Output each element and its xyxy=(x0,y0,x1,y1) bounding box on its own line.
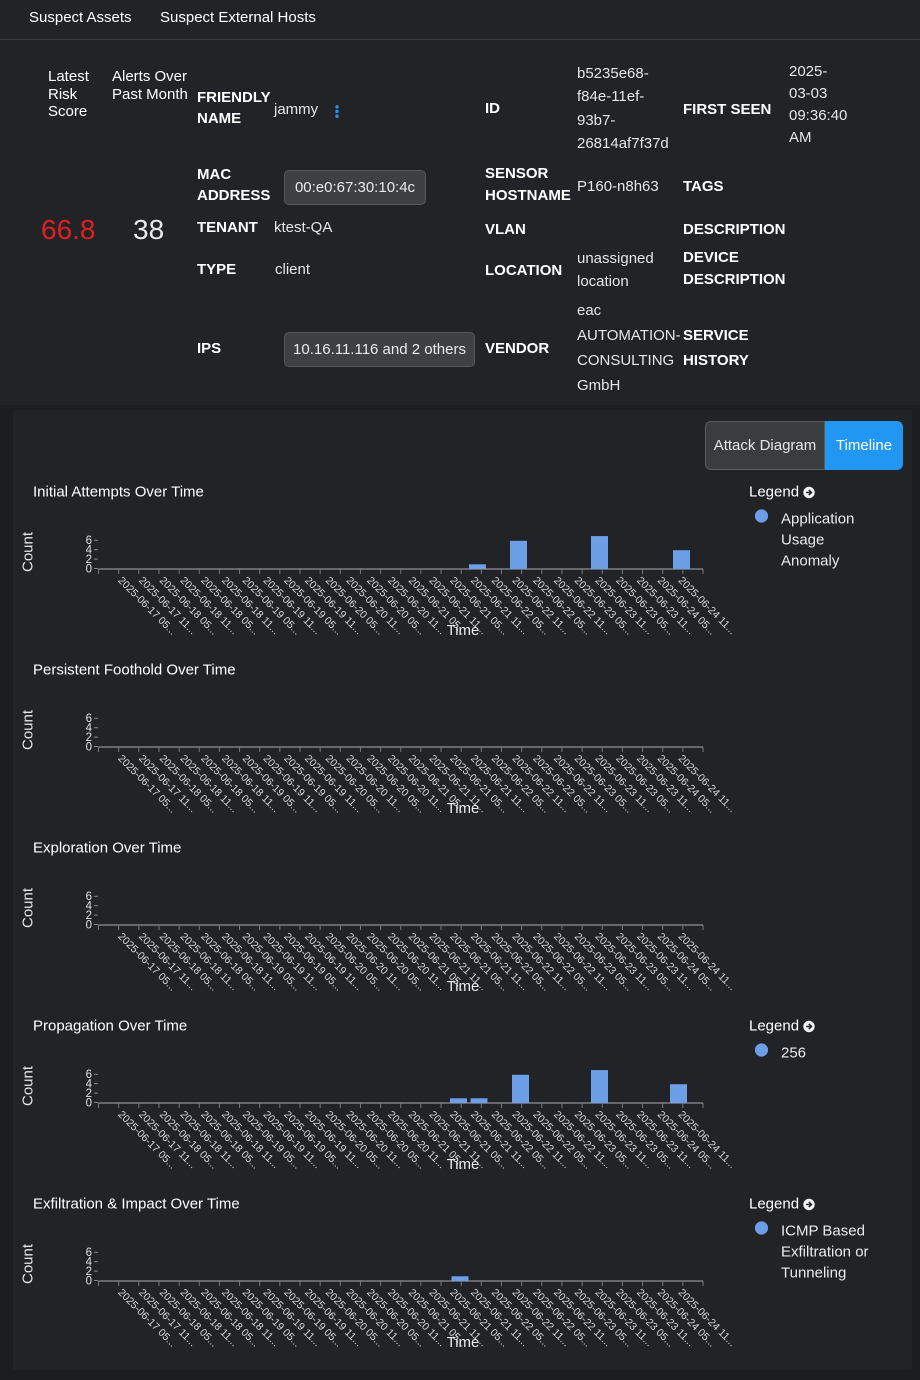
svg-text:2: 2 xyxy=(86,1266,92,1278)
svg-text:Count: Count xyxy=(20,887,37,928)
svg-text:4: 4 xyxy=(86,545,93,557)
svg-text:Time: Time xyxy=(447,800,480,817)
svg-text:0: 0 xyxy=(86,1275,92,1287)
svg-text:Time: Time xyxy=(447,1334,480,1351)
svg-text:0: 0 xyxy=(86,919,92,931)
svg-text:2: 2 xyxy=(86,554,92,566)
svg-text:4: 4 xyxy=(86,1257,93,1269)
svg-text:Count: Count xyxy=(20,1243,37,1284)
svg-text:2: 2 xyxy=(86,910,92,922)
svg-text:2: 2 xyxy=(86,1088,92,1100)
svg-text:6: 6 xyxy=(86,713,92,725)
svg-text:Anomaly: Anomaly xyxy=(781,553,840,570)
svg-text:Exploration Over Time: Exploration Over Time xyxy=(33,840,181,857)
svg-text:Legend: Legend xyxy=(749,1196,799,1213)
svg-text:Legend: Legend xyxy=(749,484,799,501)
svg-text:6: 6 xyxy=(86,535,92,547)
svg-text:0: 0 xyxy=(86,563,92,575)
svg-text:ICMP Based: ICMP Based xyxy=(781,1223,865,1240)
svg-text:0: 0 xyxy=(86,1097,92,1109)
svg-text:Tunneling: Tunneling xyxy=(781,1265,846,1282)
svg-text:4: 4 xyxy=(86,901,93,913)
svg-text:256: 256 xyxy=(781,1045,806,1062)
svg-text:Time: Time xyxy=(447,1156,480,1173)
svg-text:Count: Count xyxy=(20,709,37,750)
svg-text:Count: Count xyxy=(20,531,37,572)
svg-text:Time: Time xyxy=(447,978,480,995)
svg-text:Initial Attempts Over Time: Initial Attempts Over Time xyxy=(33,484,204,501)
svg-text:Exfiltration & Impact Over Tim: Exfiltration & Impact Over Time xyxy=(33,1196,240,1213)
svg-text:6: 6 xyxy=(86,1247,92,1259)
svg-text:4: 4 xyxy=(86,723,93,735)
svg-text:0: 0 xyxy=(86,741,92,753)
svg-text:Application: Application xyxy=(781,511,854,528)
svg-text:6: 6 xyxy=(86,1069,92,1081)
svg-text:4: 4 xyxy=(86,1079,93,1091)
svg-text:Time: Time xyxy=(447,622,480,639)
svg-text:Legend: Legend xyxy=(749,1018,799,1035)
svg-text:Propagation Over Time: Propagation Over Time xyxy=(33,1018,187,1035)
svg-text:Count: Count xyxy=(20,1065,37,1106)
svg-text:2: 2 xyxy=(86,732,92,744)
svg-text:Exfiltration or: Exfiltration or xyxy=(781,1244,869,1261)
svg-text:6: 6 xyxy=(86,891,92,903)
svg-text:Persistent Foothold Over Time: Persistent Foothold Over Time xyxy=(33,662,236,679)
svg-text:Usage: Usage xyxy=(781,532,824,549)
